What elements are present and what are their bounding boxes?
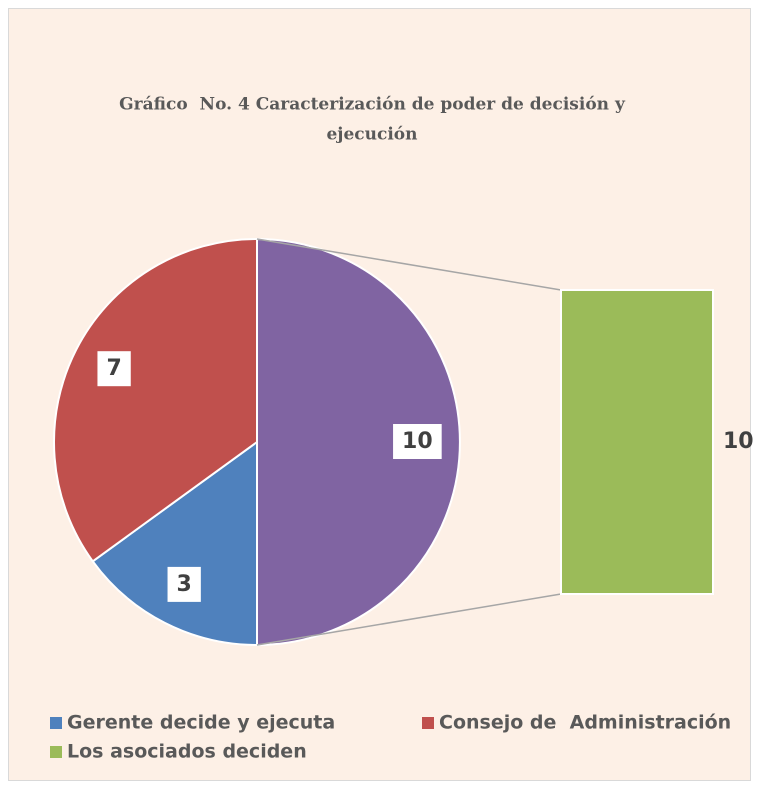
- chart-title: ejecución: [326, 125, 417, 145]
- connector-line: [256, 238, 562, 291]
- legend-swatch: [50, 746, 62, 758]
- legend-swatch: [422, 717, 434, 729]
- data-label-box: [97, 351, 131, 387]
- data-label-box: [393, 424, 442, 459]
- data-label: 10: [723, 429, 754, 454]
- data-label: 3: [177, 572, 192, 597]
- legend-swatch: [50, 717, 62, 729]
- legend-label: Los asociados deciden: [67, 741, 307, 763]
- legend-label: Gerente decide y ejecuta: [67, 712, 335, 734]
- data-label: 10: [402, 429, 433, 454]
- data-label: 7: [106, 356, 121, 381]
- connector-line: [256, 593, 562, 646]
- pie-slice: [91, 440, 258, 647]
- chart-title: Gráfico No. 4 Caracterización de poder d…: [119, 95, 626, 115]
- data-label-box: [167, 566, 201, 602]
- pie-slice: [256, 237, 461, 647]
- pie-slice: [53, 237, 258, 563]
- legend-label: Consejo de Administración: [439, 712, 731, 734]
- bar-segment: [560, 289, 714, 595]
